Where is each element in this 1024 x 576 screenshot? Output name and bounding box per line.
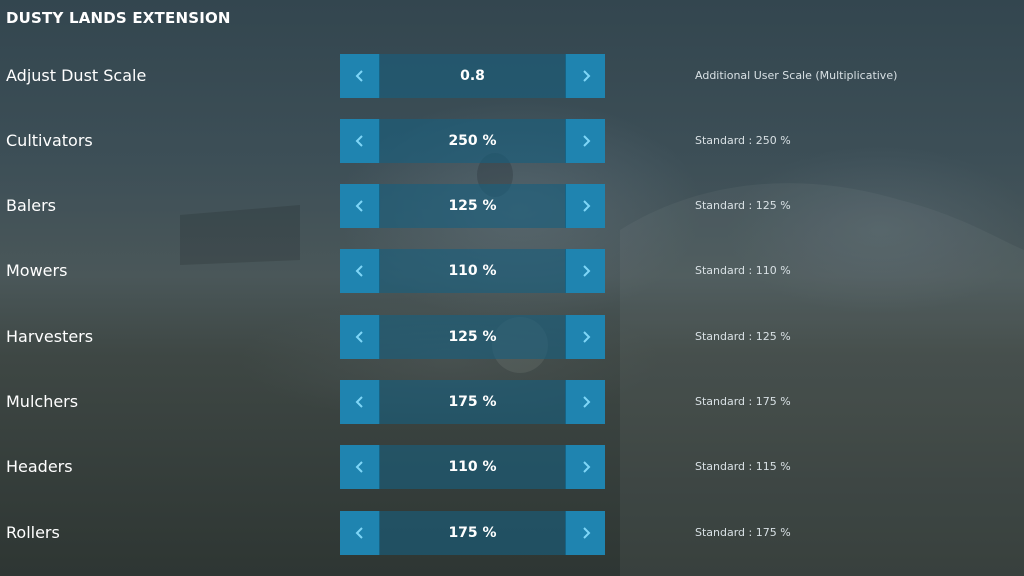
setting-row: Mowers 110 % Standard : 110 % <box>0 249 1024 293</box>
chevron-left-icon <box>355 461 363 473</box>
increase-button[interactable] <box>565 511 605 555</box>
value-stepper: 250 % <box>340 119 605 163</box>
value-stepper: 110 % <box>340 249 605 293</box>
setting-hint: Additional User Scale (Multiplicative) <box>695 69 898 82</box>
chevron-right-icon <box>582 396 590 408</box>
value-stepper: 125 % <box>340 315 605 359</box>
chevron-right-icon <box>582 70 590 82</box>
setting-label: Mulchers <box>6 392 79 411</box>
setting-row: Cultivators 250 % Standard : 250 % <box>0 119 1024 163</box>
chevron-left-icon <box>355 265 363 277</box>
setting-label: Balers <box>6 196 56 215</box>
setting-label: Rollers <box>6 523 60 542</box>
increase-button[interactable] <box>565 119 605 163</box>
decrease-button[interactable] <box>340 445 380 489</box>
setting-row: Adjust Dust Scale 0.8 Additional User Sc… <box>0 54 1024 98</box>
value-stepper: 125 % <box>340 184 605 228</box>
chevron-left-icon <box>355 135 363 147</box>
setting-hint: Standard : 175 % <box>695 395 791 408</box>
setting-value: 175 % <box>380 511 565 555</box>
setting-label: Mowers <box>6 261 68 280</box>
decrease-button[interactable] <box>340 511 380 555</box>
decrease-button[interactable] <box>340 54 380 98</box>
setting-hint: Standard : 115 % <box>695 460 791 473</box>
decrease-button[interactable] <box>340 184 380 228</box>
setting-label: Adjust Dust Scale <box>6 66 147 85</box>
decrease-button[interactable] <box>340 249 380 293</box>
setting-label: Harvesters <box>6 327 94 346</box>
decrease-button[interactable] <box>340 119 380 163</box>
setting-row: Harvesters 125 % Standard : 125 % <box>0 315 1024 359</box>
increase-button[interactable] <box>565 315 605 359</box>
chevron-left-icon <box>355 331 363 343</box>
setting-row: Balers 125 % Standard : 125 % <box>0 184 1024 228</box>
chevron-right-icon <box>582 527 590 539</box>
setting-label: Cultivators <box>6 131 93 150</box>
setting-hint: Standard : 110 % <box>695 264 791 277</box>
setting-row: Rollers 175 % Standard : 175 % <box>0 511 1024 555</box>
setting-value: 0.8 <box>380 54 565 98</box>
increase-button[interactable] <box>565 445 605 489</box>
setting-value: 125 % <box>380 184 565 228</box>
chevron-left-icon <box>355 200 363 212</box>
increase-button[interactable] <box>565 249 605 293</box>
chevron-right-icon <box>582 200 590 212</box>
chevron-right-icon <box>582 265 590 277</box>
setting-hint: Standard : 125 % <box>695 330 791 343</box>
chevron-right-icon <box>582 461 590 473</box>
setting-value: 175 % <box>380 380 565 424</box>
value-stepper: 175 % <box>340 511 605 555</box>
page-title: DUSTY LANDS EXTENSION <box>6 9 231 27</box>
chevron-right-icon <box>582 331 590 343</box>
setting-value: 110 % <box>380 249 565 293</box>
increase-button[interactable] <box>565 380 605 424</box>
setting-label: Headers <box>6 457 73 476</box>
decrease-button[interactable] <box>340 380 380 424</box>
chevron-left-icon <box>355 396 363 408</box>
setting-row: Headers 110 % Standard : 115 % <box>0 445 1024 489</box>
setting-row: Mulchers 175 % Standard : 175 % <box>0 380 1024 424</box>
value-stepper: 0.8 <box>340 54 605 98</box>
value-stepper: 110 % <box>340 445 605 489</box>
value-stepper: 175 % <box>340 380 605 424</box>
setting-value: 110 % <box>380 445 565 489</box>
increase-button[interactable] <box>565 54 605 98</box>
decrease-button[interactable] <box>340 315 380 359</box>
chevron-right-icon <box>582 135 590 147</box>
setting-value: 250 % <box>380 119 565 163</box>
setting-hint: Standard : 175 % <box>695 526 791 539</box>
setting-hint: Standard : 125 % <box>695 199 791 212</box>
setting-hint: Standard : 250 % <box>695 134 791 147</box>
chevron-left-icon <box>355 70 363 82</box>
increase-button[interactable] <box>565 184 605 228</box>
setting-value: 125 % <box>380 315 565 359</box>
chevron-left-icon <box>355 527 363 539</box>
